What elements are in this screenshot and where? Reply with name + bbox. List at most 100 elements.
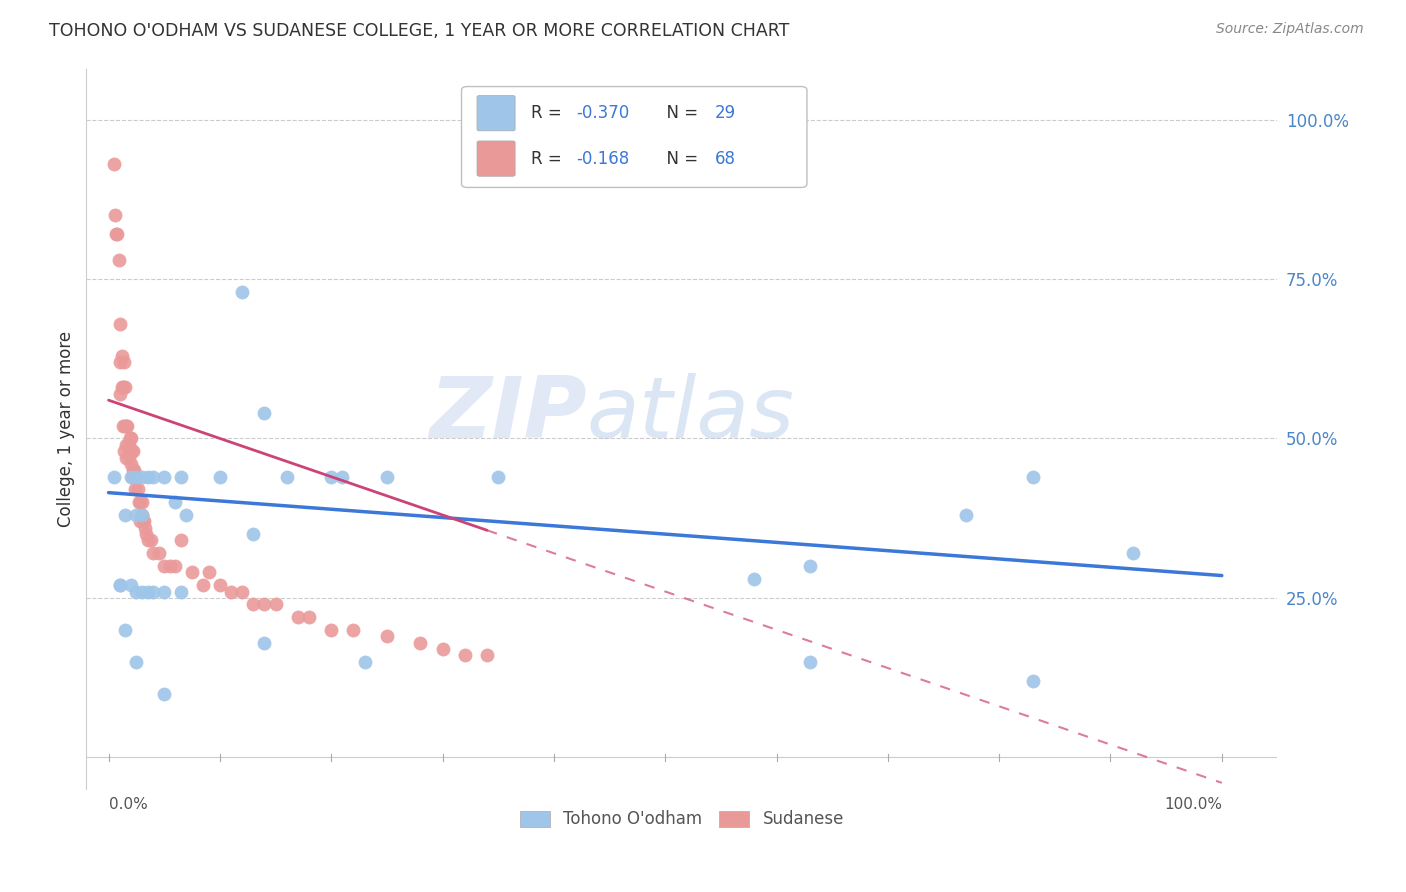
Point [112, 355, 135, 369]
Point [128, 495, 150, 509]
Point [136, 469, 159, 483]
Point [1122, 546, 1144, 560]
Point [955, 508, 977, 522]
Point [134, 521, 156, 535]
Point [103, 469, 125, 483]
Point [170, 469, 193, 483]
Point [121, 444, 143, 458]
Point [131, 495, 153, 509]
Point [122, 444, 145, 458]
Point [114, 418, 136, 433]
Text: -0.370: -0.370 [576, 104, 628, 122]
Point [115, 438, 138, 452]
Point [264, 597, 287, 611]
Point [121, 469, 143, 483]
Point [231, 584, 253, 599]
Point [128, 495, 150, 509]
Point [125, 655, 148, 669]
Point [125, 584, 148, 599]
Text: N =: N = [655, 104, 703, 122]
Text: N =: N = [655, 150, 703, 168]
Point [454, 648, 477, 663]
Point [330, 469, 353, 483]
Text: -0.168: -0.168 [576, 150, 628, 168]
Point [287, 610, 309, 624]
Point [242, 597, 264, 611]
Point [108, 355, 131, 369]
Point [111, 380, 134, 394]
Point [298, 610, 321, 624]
Point [197, 566, 219, 580]
Point [432, 641, 454, 656]
Point [103, 157, 125, 171]
Point [134, 514, 156, 528]
Point [193, 578, 215, 592]
Point [409, 635, 432, 649]
Point [108, 578, 131, 592]
Point [125, 469, 148, 483]
Text: Source: ZipAtlas.com: Source: ZipAtlas.com [1216, 22, 1364, 37]
Point [114, 623, 136, 637]
Point [153, 559, 176, 574]
Point [120, 432, 142, 446]
Point [120, 469, 142, 483]
Text: R =: R = [530, 150, 567, 168]
Point [148, 546, 170, 560]
Point [131, 469, 153, 483]
Point [799, 655, 821, 669]
Point [321, 469, 343, 483]
Point [117, 450, 139, 465]
Point [125, 508, 148, 522]
Point [104, 208, 127, 222]
Point [120, 578, 142, 592]
Point [117, 418, 139, 433]
Point [112, 380, 135, 394]
Point [128, 514, 150, 528]
Point [131, 584, 153, 599]
Point [142, 584, 165, 599]
Point [153, 687, 176, 701]
Point [139, 533, 162, 548]
Text: 100.0%: 100.0% [1164, 797, 1222, 812]
Point [115, 450, 138, 465]
Point [125, 469, 148, 483]
Point [122, 463, 145, 477]
Point [131, 508, 153, 522]
Point [112, 418, 135, 433]
Text: 0.0%: 0.0% [108, 797, 148, 812]
Point [475, 648, 498, 663]
Point [375, 629, 398, 643]
Point [242, 527, 264, 541]
Text: TOHONO O'ODHAM VS SUDANESE COLLEGE, 1 YEAR OR MORE CORRELATION CHART: TOHONO O'ODHAM VS SUDANESE COLLEGE, 1 YE… [49, 22, 790, 40]
Point [115, 418, 138, 433]
Point [253, 635, 276, 649]
Point [127, 483, 149, 497]
FancyBboxPatch shape [461, 87, 807, 187]
Point [170, 533, 193, 548]
Point [111, 349, 134, 363]
Text: ZIP: ZIP [429, 373, 586, 456]
Point [742, 572, 765, 586]
Text: 29: 29 [716, 104, 737, 122]
Point [131, 508, 153, 522]
Point [120, 457, 142, 471]
Point [135, 527, 157, 541]
Point [176, 508, 198, 522]
Y-axis label: College, 1 year or more: College, 1 year or more [58, 331, 75, 527]
Point [114, 380, 136, 394]
Point [122, 463, 145, 477]
Point [181, 566, 204, 580]
Point [142, 546, 165, 560]
Point [165, 559, 187, 574]
Legend: Tohono O'odham, Sudanese: Tohono O'odham, Sudanese [513, 804, 851, 835]
Point [353, 655, 375, 669]
Point [107, 252, 129, 267]
Point [117, 438, 139, 452]
Point [799, 559, 821, 574]
Point [153, 584, 176, 599]
Point [253, 406, 276, 420]
Text: R =: R = [530, 104, 567, 122]
Point [136, 584, 159, 599]
Point [142, 469, 165, 483]
Point [170, 584, 193, 599]
